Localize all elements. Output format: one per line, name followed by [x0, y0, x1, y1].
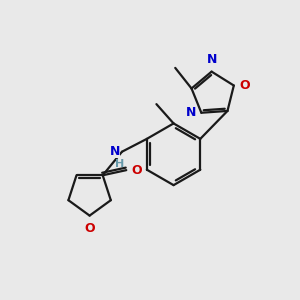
Text: N: N: [206, 52, 217, 66]
Text: N: N: [185, 106, 196, 119]
Text: O: O: [132, 164, 142, 177]
Text: H: H: [115, 159, 124, 169]
Text: N: N: [110, 145, 120, 158]
Text: O: O: [84, 223, 95, 236]
Text: O: O: [239, 79, 250, 92]
